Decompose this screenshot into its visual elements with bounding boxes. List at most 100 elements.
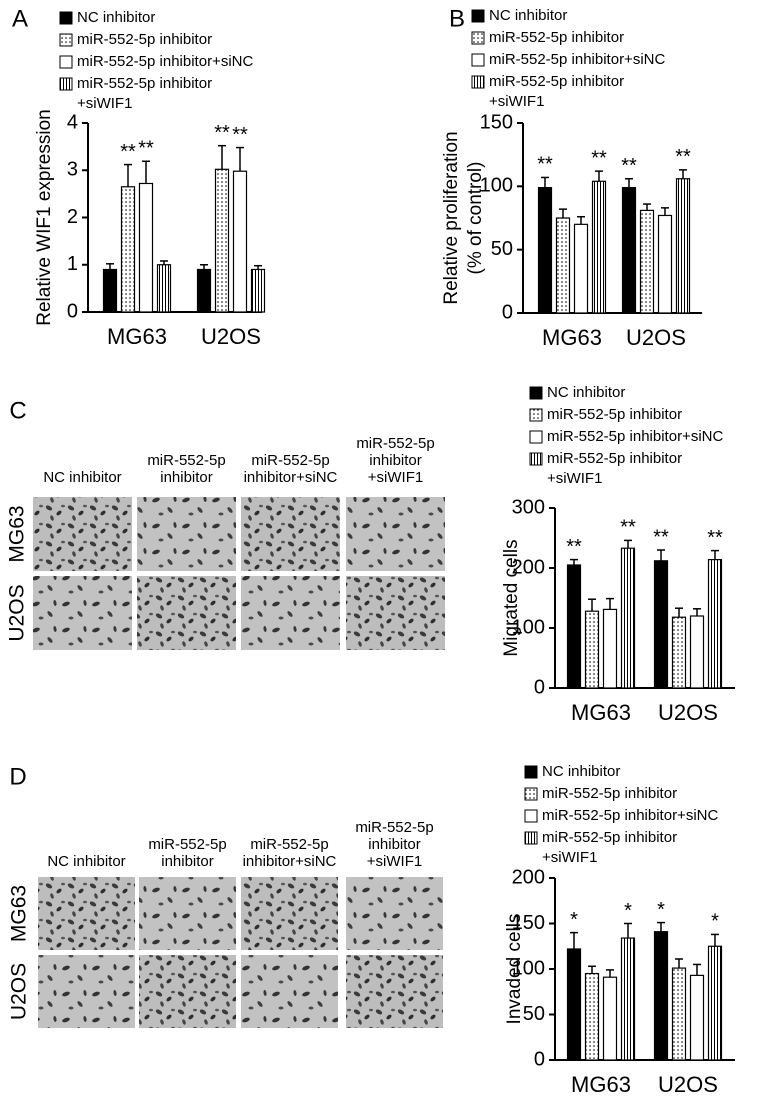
bar <box>602 976 618 1061</box>
bar <box>671 967 687 1061</box>
bar <box>653 931 669 1061</box>
legend-swatch <box>529 430 543 444</box>
bar <box>250 268 266 313</box>
y-tick-label: 100 <box>512 616 545 638</box>
bar <box>573 223 589 314</box>
bar <box>138 182 154 313</box>
micrograph <box>137 576 236 650</box>
y-tick-label: 50 <box>491 238 513 260</box>
legend-label: NC inhibitor <box>542 763 620 780</box>
bar <box>156 264 172 313</box>
significance-label: ** <box>232 124 248 146</box>
bar <box>653 560 669 689</box>
y-tick-label: 200 <box>512 866 545 888</box>
legend-swatch <box>471 53 485 67</box>
micrograph <box>139 877 236 950</box>
panel-label: A <box>12 5 28 32</box>
column-label: miR-552-5p <box>147 452 225 469</box>
significance-label: ** <box>621 155 637 177</box>
significance-label: * <box>657 899 665 921</box>
y-tick-label: 1 <box>67 253 78 275</box>
column-label: +siWIF1 <box>368 469 423 486</box>
y-tick-label: 200 <box>512 556 545 578</box>
y-axis-label: (% of control) <box>465 162 486 275</box>
legend-label: miR-552-5p inhibitor <box>542 785 677 802</box>
y-axis-label: Relative WIF1 expression <box>34 109 55 325</box>
legend-swatch <box>524 787 538 801</box>
panel-label: B <box>449 5 465 32</box>
y-tick-label: 0 <box>67 300 78 322</box>
bar <box>602 608 618 689</box>
column-label: NC inhibitor <box>43 469 121 486</box>
legend-swatch <box>524 831 538 845</box>
bar <box>555 217 571 314</box>
bar <box>537 187 553 314</box>
legend-label: miR-552-5p inhibitor+siNC <box>77 53 253 70</box>
legend-label: NC inhibitor <box>77 9 155 26</box>
significance-label: * <box>570 909 578 931</box>
row-label: U2OS <box>8 963 31 1020</box>
y-axis-label: Invaded cells <box>504 914 525 1025</box>
micrograph <box>33 576 132 650</box>
legend-swatch <box>59 11 73 25</box>
column-label: miR-552-5p <box>355 819 433 836</box>
legend-swatch <box>529 386 543 400</box>
x-tick-label: U2OS <box>626 325 686 350</box>
legend-label: miR-552-5p inhibitor+siNC <box>547 428 723 445</box>
x-tick-label: U2OS <box>201 324 261 349</box>
x-tick-label: MG63 <box>571 1072 631 1096</box>
bar <box>196 268 212 313</box>
micrograph <box>346 576 445 650</box>
significance-label: ** <box>138 138 154 160</box>
bar <box>707 558 723 689</box>
y-tick-label: 0 <box>534 1048 545 1070</box>
y-tick-label: 300 <box>512 496 545 518</box>
significance-label: ** <box>537 154 553 176</box>
legend-swatch <box>529 452 543 466</box>
x-tick-label: MG63 <box>542 325 602 350</box>
y-tick-label: 0 <box>534 676 545 698</box>
x-tick-label: MG63 <box>107 324 167 349</box>
y-axis-label: Migrated cells <box>501 539 522 656</box>
x-tick-label: MG63 <box>571 700 631 725</box>
micrograph <box>241 576 340 650</box>
bar <box>591 180 607 314</box>
legend-label: NC inhibitor <box>547 384 625 401</box>
column-label: miR-552-5p <box>250 836 328 853</box>
y-tick-label: 100 <box>480 175 513 197</box>
significance-label: ** <box>120 141 136 163</box>
bar <box>689 974 705 1061</box>
bar <box>671 616 687 689</box>
y-tick-label: 50 <box>523 1003 545 1025</box>
bar <box>657 214 673 314</box>
micrograph <box>241 497 340 571</box>
micrograph <box>38 955 135 1028</box>
micrograph <box>241 955 338 1028</box>
significance-label: ** <box>675 146 691 168</box>
y-tick-label: 150 <box>480 111 513 133</box>
legend-swatch <box>524 809 538 823</box>
y-tick-label: 2 <box>67 206 78 228</box>
bar <box>120 186 136 313</box>
legend-label: miR-552-5p inhibitor +siWIF1 <box>542 829 677 866</box>
x-tick-label: U2OS <box>658 1072 718 1096</box>
micrograph <box>137 497 236 571</box>
y-tick-label: 0 <box>502 301 513 323</box>
bar <box>566 564 582 689</box>
significance-label: ** <box>653 526 669 548</box>
legend-swatch <box>59 33 73 47</box>
bar <box>584 972 600 1061</box>
x-tick-label: U2OS <box>658 700 718 725</box>
legend-label: NC inhibitor <box>489 7 567 24</box>
y-tick-label: 100 <box>512 957 545 979</box>
micrograph <box>33 497 132 571</box>
column-label: miR-552-5p <box>148 836 226 853</box>
bar <box>707 945 723 1061</box>
bar <box>102 268 118 313</box>
column-label: inhibitor <box>368 836 421 853</box>
significance-label: ** <box>214 122 230 144</box>
y-axis-label: Relative proliferation <box>441 131 462 304</box>
column-label: NC inhibitor <box>47 853 125 870</box>
panel-label: D <box>9 763 26 790</box>
